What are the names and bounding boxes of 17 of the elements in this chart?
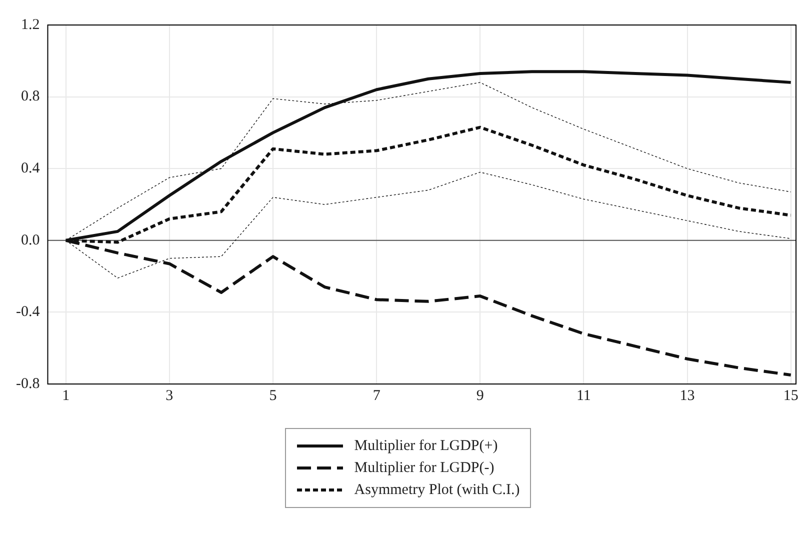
x-tick-label: 3 <box>166 388 174 404</box>
x-tick-label: 7 <box>372 388 381 404</box>
x-tick-label: 1 <box>62 388 70 404</box>
x-tick-label: 15 <box>783 388 798 404</box>
legend-label: Multiplier for LGDP(+) <box>354 438 498 454</box>
x-tick-label: 11 <box>576 388 591 404</box>
legend-label: Asymmetry Plot (with C.I.) <box>354 482 520 498</box>
y-tick-label: -0.4 <box>16 304 40 320</box>
y-tick-label: 1.2 <box>20 16 40 33</box>
y-tick-label: 0.8 <box>20 88 40 105</box>
x-tick-label: 13 <box>680 388 695 404</box>
x-tick-label: 5 <box>269 388 277 404</box>
x-tick-label: 9 <box>476 388 484 404</box>
y-tick-label: -0.8 <box>16 376 40 392</box>
y-tick-label: 0.0 <box>20 232 40 248</box>
y-tick-label: 0.4 <box>20 160 40 177</box>
legend-label: Multiplier for LGDP(-) <box>354 460 494 476</box>
